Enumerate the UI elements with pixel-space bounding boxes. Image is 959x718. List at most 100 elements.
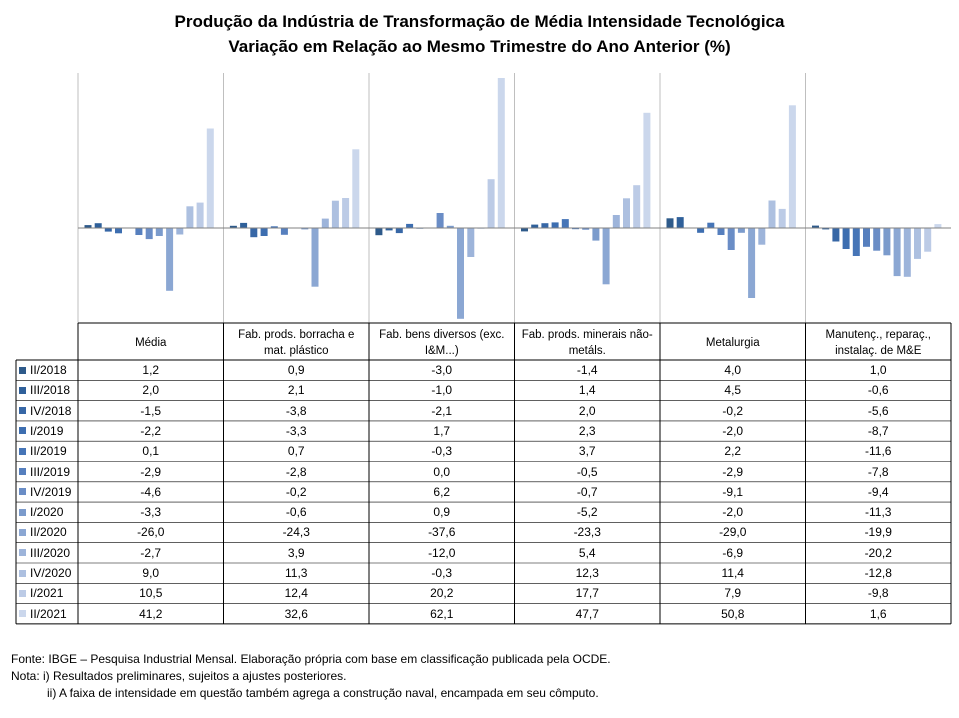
- data-label: 0,0: [433, 464, 451, 479]
- bar: [270, 226, 278, 228]
- bar: [280, 228, 288, 235]
- legend-entry: II/2019: [16, 441, 78, 461]
- data-label: 2,1: [287, 383, 305, 398]
- bar: [623, 198, 630, 228]
- legend-entry: IV/2019: [16, 482, 78, 502]
- data-label: -29,0: [719, 525, 747, 540]
- bar: [873, 228, 881, 251]
- data-label: 62,1: [430, 606, 454, 621]
- data-label: -0,2: [285, 484, 307, 499]
- data-label: 0,7: [287, 444, 305, 459]
- legend-entry: III/2019: [16, 462, 78, 482]
- bar: [788, 105, 796, 228]
- table-row: II/2018 1,2 0,9 -3,0 -1,4 4,0 1,0: [16, 360, 951, 380]
- legend-swatch: [19, 610, 26, 618]
- legend-label: III/2018: [30, 383, 71, 398]
- bar: [521, 228, 528, 232]
- data-label: -3,0: [431, 363, 453, 377]
- table-row: II/2021 41,2 32,6 62,1 47,7 50,8 1,6: [16, 604, 951, 624]
- data-label: -0,6: [867, 383, 889, 398]
- bar: [602, 228, 610, 285]
- bar: [497, 78, 505, 228]
- bar: [697, 228, 705, 233]
- legend-swatch: [19, 427, 26, 435]
- legend-label: I/2019: [30, 423, 64, 438]
- bar: [914, 228, 921, 259]
- legend-swatch: [19, 589, 26, 597]
- data-label: -2,0: [722, 423, 744, 438]
- data-label: -6,9: [722, 545, 744, 560]
- bar: [301, 228, 309, 230]
- bar: [893, 228, 901, 277]
- category-label: Metalurgia: [705, 337, 760, 349]
- data-label: 20,2: [430, 586, 454, 601]
- bar: [250, 228, 258, 238]
- table-row: I/2020 -3,3 -0,6 0,9 -5,2 -2,0 -11,3: [16, 502, 951, 522]
- bar: [832, 228, 840, 242]
- bar: [768, 200, 776, 228]
- legend-swatch: [19, 569, 26, 577]
- data-label: 0,9: [287, 363, 305, 377]
- legend-swatch: [19, 468, 26, 475]
- bar: [707, 222, 715, 228]
- table-row: IV/2018 -1,5 -3,8 -2,1 2,0 -0,2 -5,6: [16, 401, 951, 421]
- bar: [395, 228, 403, 234]
- bar: [375, 228, 383, 236]
- bar: [342, 198, 350, 228]
- bar: [104, 228, 112, 232]
- legend-entry: IV/2020: [16, 563, 78, 583]
- bar: [240, 222, 248, 228]
- legend-label: IV/2018: [30, 403, 72, 418]
- bar: [934, 224, 942, 228]
- data-label: -3,8: [285, 403, 307, 418]
- data-label: -2,2: [140, 423, 162, 438]
- legend-label: I/2021: [30, 586, 64, 601]
- data-label: -19,9: [864, 525, 892, 540]
- category-label: Fab. bens diversos (exc. I&M...): [379, 329, 505, 357]
- bar: [924, 228, 932, 252]
- bar: [84, 225, 92, 228]
- data-label: 41,2: [139, 606, 163, 621]
- bar: [541, 223, 549, 228]
- legend-entry: II/2021: [16, 604, 78, 624]
- legend-label: I/2020: [30, 505, 64, 520]
- data-label: -0,5: [576, 464, 598, 479]
- data-label: -20,2: [864, 545, 892, 560]
- bar: [145, 228, 153, 240]
- legend-entry: II/2018: [16, 360, 78, 380]
- legend-swatch: [19, 528, 26, 536]
- data-label: -12,0: [428, 545, 456, 560]
- table-row: IV/2019 -4,6 -0,2 6,2 -0,7 -9,1 -9,4: [16, 482, 951, 502]
- data-label: -4,6: [140, 484, 162, 499]
- data-label: 47,7: [575, 606, 599, 621]
- legend-swatch: [19, 407, 26, 415]
- chart-title: Produção da Indústria de Transformação d…: [174, 12, 785, 31]
- data-label: 2,2: [724, 444, 742, 459]
- bar: [758, 228, 766, 245]
- data-label: 2,3: [578, 423, 596, 438]
- category-label: Fab. prods. minerais não-metáls.: [521, 329, 653, 357]
- data-label: -0,3: [431, 444, 453, 459]
- table-row: III/2020 -2,7 3,9 -12,0 5,4 -6,9 -20,2: [16, 543, 951, 563]
- data-label: 2,0: [578, 403, 596, 418]
- data-label: -12,8: [864, 566, 892, 580]
- bar: [436, 213, 444, 228]
- data-label: 17,7: [575, 586, 599, 601]
- bar: [727, 228, 735, 250]
- legend-swatch: [19, 447, 26, 455]
- legend-label: III/2019: [30, 464, 71, 479]
- legend-label: II/2019: [30, 444, 67, 459]
- data-label: 12,4: [284, 586, 308, 601]
- bar: [582, 228, 590, 230]
- table-row: I/2019 -2,2 -3,3 1,7 2,3 -2,0 -8,7: [16, 421, 951, 441]
- table-row: III/2018 2,0 2,1 -1,0 1,4 4,5 -0,6: [16, 380, 951, 400]
- bar: [385, 228, 393, 231]
- data-label: 11,4: [721, 566, 744, 580]
- table-row: IV/2020 9,0 11,3 -0,3 12,3 11,4 -12,8: [16, 563, 951, 583]
- data-label: -23,3: [573, 525, 601, 540]
- data-label: -37,6: [428, 525, 456, 540]
- data-label: -1,5: [140, 403, 162, 418]
- legend-swatch: [19, 508, 26, 516]
- data-label: 1,0: [869, 363, 887, 377]
- data-label: 6,2: [433, 484, 451, 499]
